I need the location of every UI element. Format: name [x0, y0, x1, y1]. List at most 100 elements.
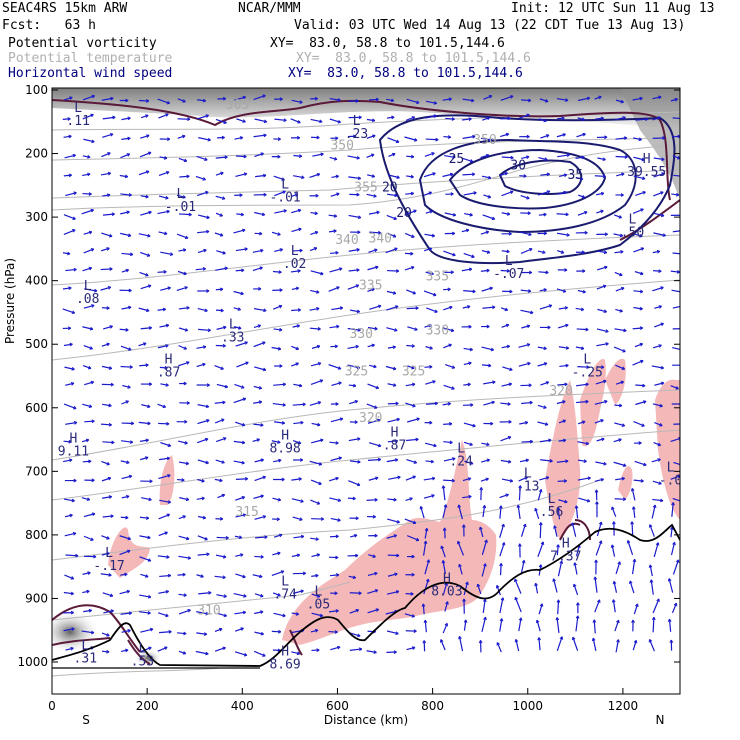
wind-vector-head [623, 328, 627, 333]
wind-vector [556, 97, 569, 102]
wind-vector [215, 437, 227, 443]
wind-vector [537, 190, 550, 196]
x-tick-label: 1000 [512, 699, 543, 713]
wind-vector-head [620, 193, 624, 197]
wind-vector-head [128, 474, 133, 479]
wind-vector-head [355, 608, 360, 613]
wind-vector [177, 573, 186, 576]
wind-vector-head [605, 342, 609, 346]
wind-vector [348, 438, 361, 442]
wind-vector [577, 420, 586, 425]
wind-vector-head [542, 250, 546, 254]
wind-vector-head [316, 290, 320, 294]
wind-vector [595, 461, 607, 465]
wind-vector-head [262, 475, 266, 480]
wind-vector [440, 639, 446, 651]
wind-vector-head [478, 640, 483, 644]
wind-vector [236, 213, 244, 216]
wind-vector-head [674, 97, 679, 102]
wind-vector [64, 532, 77, 537]
wind-vector-head [206, 383, 210, 387]
wind-vector [615, 364, 625, 370]
wind-vector [651, 365, 664, 369]
wind-vector-head [222, 554, 227, 559]
wind-vector-head [358, 115, 362, 120]
wind-vector-head [90, 630, 95, 635]
wind-vector-head [70, 591, 74, 596]
wind-vector-head [316, 553, 321, 557]
field-name-wind: Horizontal wind speed [8, 66, 173, 81]
extremum-value-label: -.25 [572, 365, 603, 380]
wind-vector-head [658, 305, 662, 309]
wind-vector [425, 380, 436, 385]
wind-vector [62, 252, 71, 255]
wind-vector [82, 113, 94, 120]
wind-vector-head [660, 191, 664, 195]
wind-vector-head [108, 573, 112, 577]
wind-vector [235, 172, 247, 177]
wind-vector-head [374, 589, 379, 593]
wind-vector-head [205, 114, 209, 118]
wind-vector-head [202, 267, 206, 271]
wind-vector-head [371, 343, 375, 348]
wind-vector-head [582, 420, 586, 425]
wind-vector-head [146, 308, 150, 313]
wind-vector [81, 209, 94, 215]
wind-vector [539, 476, 550, 481]
wind-vector [309, 327, 321, 330]
wind-vector-head [545, 270, 549, 275]
wind-vector [578, 497, 591, 502]
wind-vector-head [468, 267, 473, 272]
wind-vector [443, 457, 456, 462]
wind-vector-head [279, 364, 283, 368]
extremum-kind-label: L [281, 178, 289, 193]
wind-vector [271, 231, 281, 236]
wind-vector-head [682, 305, 685, 308]
wind-vector [157, 403, 166, 408]
wind-vector [422, 540, 427, 556]
wind-vector-head [565, 323, 569, 328]
wind-vector-head [562, 438, 567, 443]
wind-vector-head [411, 344, 415, 348]
wind-vector-head [221, 418, 225, 423]
wind-vector-head [391, 115, 395, 120]
wind-vector-head [205, 611, 209, 616]
wind-vector [310, 379, 324, 386]
wind-vector-head [639, 289, 644, 294]
wind-vector [614, 619, 620, 632]
wind-vector-head [278, 458, 282, 463]
wind-vector-head [528, 270, 533, 275]
wind-vector-head [444, 622, 449, 627]
wind-vector-head [317, 327, 321, 331]
wind-vector [406, 438, 419, 442]
wind-vector [102, 213, 115, 216]
wind-vector-head [470, 98, 475, 103]
wind-vector-head [70, 610, 74, 615]
wind-vector [101, 460, 110, 466]
wind-vector-head [241, 422, 246, 427]
wind-vector [159, 574, 171, 578]
wind-vector [388, 153, 396, 157]
wind-vector-head [490, 347, 495, 352]
wind-vector-head [566, 233, 570, 237]
wind-vector-head [584, 230, 588, 235]
wind-vector [139, 151, 152, 158]
wind-vector-head [205, 651, 209, 656]
wind-vector-head [397, 475, 401, 480]
wind-vector-head [109, 593, 114, 598]
wind-vector-head [620, 99, 624, 104]
wind-vector [537, 362, 548, 367]
wind-vector-head [510, 190, 514, 194]
wind-vector [273, 459, 282, 463]
wind-vector [273, 534, 283, 538]
wind-speed-contour-label: 20 [382, 181, 398, 196]
wind-vector-head [147, 404, 151, 409]
wind-vector-head [602, 284, 607, 289]
wind-vector-head [221, 135, 225, 140]
wind-vector [634, 460, 647, 466]
wind-vector [518, 617, 522, 632]
wind-vector [290, 193, 298, 197]
wind-vector-head [336, 192, 340, 197]
wind-vector-head [377, 457, 382, 462]
wind-vector [63, 627, 75, 632]
